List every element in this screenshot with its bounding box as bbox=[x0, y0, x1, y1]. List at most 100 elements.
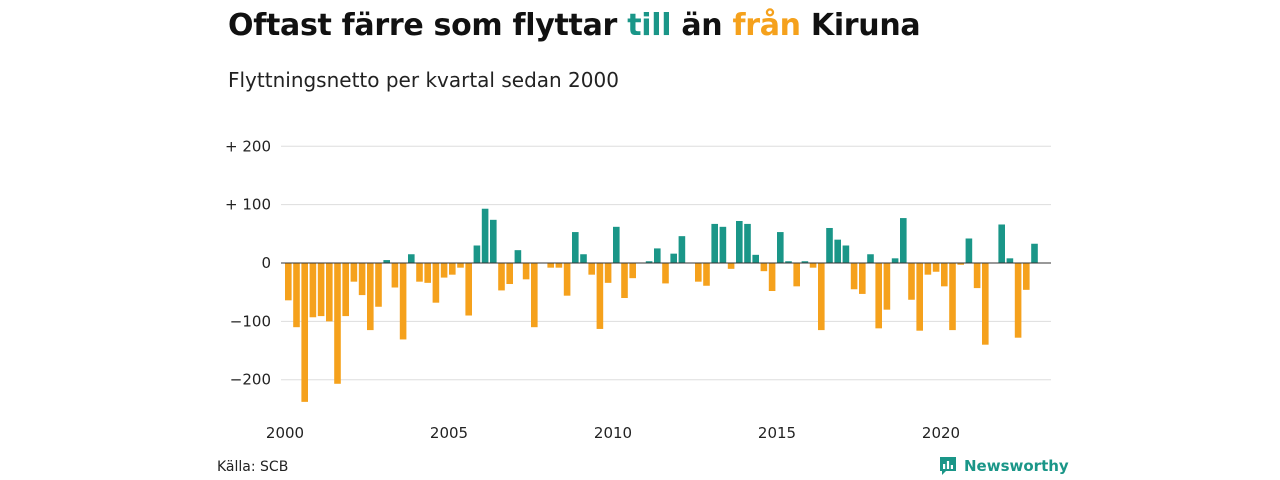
bar bbox=[998, 224, 1005, 263]
bar bbox=[572, 232, 579, 263]
bar bbox=[317, 263, 325, 317]
bar bbox=[432, 263, 440, 303]
bar bbox=[957, 263, 964, 265]
bar bbox=[358, 263, 366, 296]
newsworthy-logo-icon bbox=[940, 457, 956, 475]
y-axis-labels: + 200 + 100 0 −100 −200 bbox=[225, 137, 271, 388]
bar bbox=[932, 263, 940, 272]
bar bbox=[506, 263, 513, 285]
bar bbox=[375, 263, 382, 307]
brand-logo: Newsworthy bbox=[938, 455, 1069, 477]
bar bbox=[768, 263, 776, 292]
bar bbox=[645, 261, 653, 263]
x-tick-label: 2005 bbox=[430, 424, 468, 442]
bar bbox=[547, 263, 554, 268]
bar bbox=[580, 254, 587, 263]
bar bbox=[449, 263, 456, 275]
bar bbox=[777, 232, 784, 263]
bar bbox=[563, 263, 571, 296]
bar bbox=[654, 248, 661, 263]
bar bbox=[490, 219, 497, 263]
x-tick-label: 2000 bbox=[266, 424, 304, 442]
bars bbox=[285, 208, 1038, 402]
y-tick-label: −200 bbox=[230, 371, 271, 389]
bar bbox=[498, 263, 505, 291]
bar bbox=[736, 220, 743, 263]
bar bbox=[744, 223, 751, 263]
brand-name: Newsworthy bbox=[964, 457, 1069, 475]
source-note: Källa: SCB bbox=[217, 459, 289, 475]
bar bbox=[875, 263, 882, 329]
bar bbox=[670, 253, 677, 263]
bar bbox=[596, 263, 604, 329]
bar bbox=[818, 263, 825, 331]
title-word-fran: från bbox=[732, 8, 801, 43]
chart-subtitle: Flyttningsnetto per kvartal sedan 2000 bbox=[228, 68, 619, 92]
bar bbox=[465, 263, 472, 316]
bar bbox=[793, 263, 800, 287]
bar bbox=[440, 263, 448, 278]
bar bbox=[859, 263, 866, 294]
bar bbox=[703, 263, 710, 286]
title-part-3: Kiruna bbox=[800, 8, 921, 43]
bar bbox=[965, 238, 973, 263]
y-tick-label: 0 bbox=[261, 254, 271, 272]
bar bbox=[350, 263, 358, 282]
bar bbox=[752, 254, 759, 263]
bar bbox=[334, 263, 341, 384]
bar bbox=[695, 263, 702, 282]
x-axis-labels: 2000 2005 2010 2015 2020 bbox=[266, 424, 960, 442]
bar bbox=[973, 263, 981, 289]
bar bbox=[399, 263, 407, 340]
bar bbox=[522, 263, 530, 280]
bar bbox=[1006, 258, 1014, 263]
bar bbox=[342, 263, 349, 317]
bar bbox=[621, 263, 628, 299]
bar bbox=[613, 226, 620, 263]
bar bbox=[514, 250, 522, 263]
bar bbox=[309, 263, 317, 318]
bar bbox=[301, 263, 308, 402]
bar bbox=[424, 263, 431, 283]
bar bbox=[473, 245, 481, 263]
bar bbox=[457, 263, 464, 268]
title-word-till: till bbox=[627, 8, 672, 43]
bar bbox=[916, 263, 923, 331]
bar bbox=[293, 263, 300, 328]
bar bbox=[481, 208, 489, 263]
bar bbox=[719, 226, 727, 263]
bar bbox=[367, 263, 374, 331]
bar bbox=[408, 254, 415, 263]
bar bbox=[826, 227, 833, 263]
bar bbox=[850, 263, 858, 290]
bar bbox=[555, 263, 563, 268]
bar bbox=[842, 245, 850, 263]
bar bbox=[1023, 263, 1030, 290]
bar bbox=[285, 263, 292, 301]
bar bbox=[941, 263, 948, 287]
bar bbox=[801, 261, 809, 263]
bar bbox=[604, 263, 612, 283]
x-tick-label: 2020 bbox=[922, 424, 960, 442]
bar bbox=[924, 263, 932, 275]
bar bbox=[834, 239, 841, 263]
bar bbox=[809, 263, 817, 268]
bar bbox=[949, 263, 956, 331]
bar bbox=[326, 263, 333, 322]
bar bbox=[588, 263, 595, 275]
bar bbox=[678, 236, 686, 263]
bar bbox=[1014, 263, 1022, 338]
chart-title: Oftast färre som flyttar till än från Ki… bbox=[228, 8, 921, 43]
title-part-1: Oftast färre som flyttar bbox=[228, 8, 628, 43]
y-tick-label: + 100 bbox=[225, 196, 271, 214]
bar bbox=[867, 254, 874, 263]
bar bbox=[727, 263, 735, 269]
bar bbox=[416, 263, 423, 282]
bar bbox=[908, 263, 915, 300]
bar bbox=[785, 261, 792, 263]
bar bbox=[383, 260, 390, 263]
bar bbox=[629, 263, 636, 279]
x-tick-label: 2015 bbox=[758, 424, 796, 442]
y-tick-label: −100 bbox=[230, 312, 271, 330]
